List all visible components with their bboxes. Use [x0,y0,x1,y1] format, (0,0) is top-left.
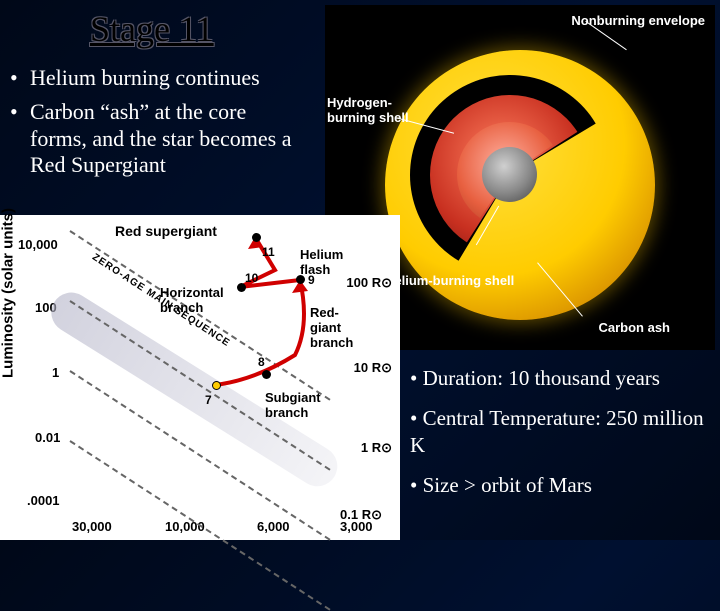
point-number: 10 [245,271,258,285]
hr-diagram: Luminosity (solar units) 10,000 100 1 0.… [0,215,400,540]
track-point-11 [252,233,261,242]
left-bullet-list: Helium burning continues Carbon “ash” at… [10,65,305,187]
track-point-8 [262,370,271,379]
bullet-item: • Central Temperature: 250 million K [410,405,715,458]
track-point-7 [212,381,221,390]
bullet-item: Helium burning continues [10,65,305,91]
bullet-item: • Duration: 10 thousand years [410,365,715,391]
point-number: 7 [205,393,212,407]
slide-title: Stage 11 [90,8,214,50]
track-point-9 [296,275,305,284]
label-heshell: Helium-burning shell [385,273,525,288]
bullet-item: Carbon “ash” at the core forms, and the … [10,99,305,178]
label-hshell: Hydrogen-burning shell [327,95,437,125]
point-number: 9 [308,273,315,287]
point-number: 8 [258,355,265,369]
carbon-core [482,147,537,202]
evolution-track [0,215,400,540]
point-number: 11 [262,245,275,259]
bullet-item: • Size > orbit of Mars [410,472,715,498]
label-core: Carbon ash [598,320,670,335]
right-bullet-list: • Duration: 10 thousand years • Central … [410,365,715,512]
